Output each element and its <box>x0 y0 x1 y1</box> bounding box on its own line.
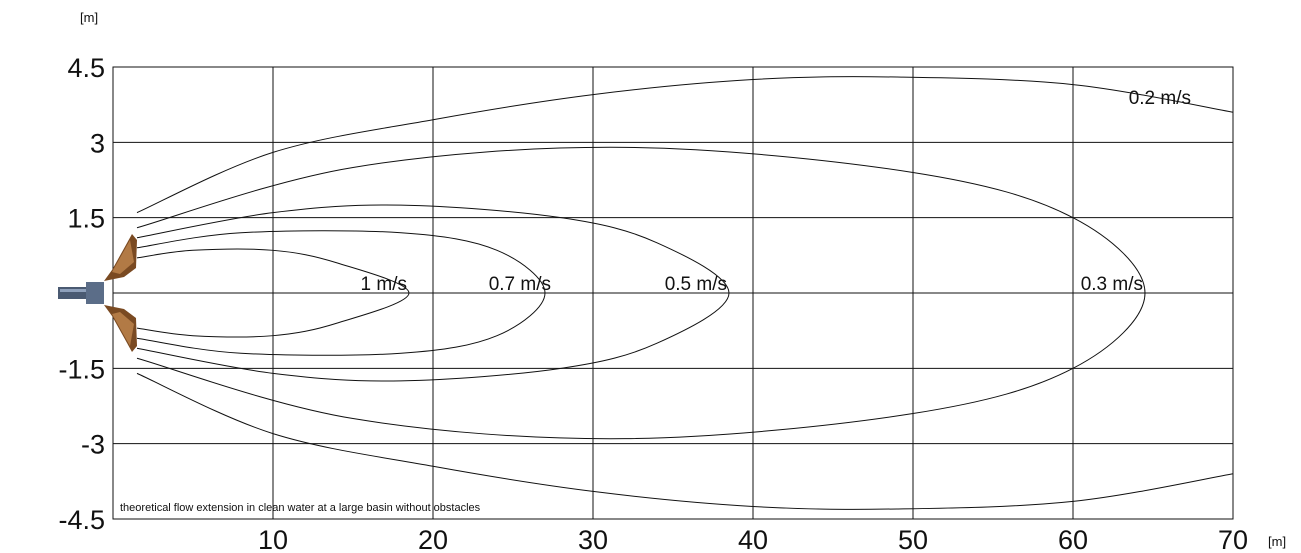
y-tick-label: 4.5 <box>67 53 105 83</box>
grid <box>112 66 1234 520</box>
x-tick-label: 10 <box>258 525 288 553</box>
contour-line <box>136 204 730 382</box>
axes: 4.5 3 1.5 -1.5 -3 -4.5 10 20 30 40 50 60 70 <box>58 53 1248 553</box>
x-tick-label: 30 <box>578 525 608 553</box>
chart-note: theoretical flow extension in clean wate… <box>120 502 481 514</box>
x-tick-label: 70 <box>1218 525 1248 553</box>
contour-label: 0.5 m/s <box>665 274 727 295</box>
contour-label: 0.3 m/s <box>1081 274 1143 295</box>
y-unit-label: [m] <box>80 10 98 25</box>
contour-label: 0.7 m/s <box>489 274 551 295</box>
x-tick-label: 40 <box>738 525 768 553</box>
y-tick-label: 3 <box>90 128 105 158</box>
y-tick-label: -4.5 <box>58 505 105 535</box>
y-tick-label: -1.5 <box>58 354 105 384</box>
x-tick-label: 50 <box>898 525 928 553</box>
contour-label: 1 m/s <box>361 274 407 295</box>
contour-line <box>136 76 1234 214</box>
y-tick-label: 1.5 <box>67 204 105 234</box>
contour-lines <box>136 76 1234 510</box>
x-tick-label: 60 <box>1058 525 1088 553</box>
x-tick-label: 20 <box>418 525 448 553</box>
contour-labels: 1 m/s 0.7 m/s 0.5 m/s 0.3 m/s 0.2 m/s <box>361 88 1191 295</box>
contour-line <box>136 230 546 356</box>
y-tick-label: -3 <box>81 430 105 460</box>
contour-line <box>136 248 410 338</box>
contour-label: 0.2 m/s <box>1129 88 1191 109</box>
x-unit-label: [m] <box>1268 534 1286 549</box>
contour-line <box>136 146 1146 440</box>
contour-line <box>136 372 1234 510</box>
mixer-illustration <box>58 234 137 352</box>
